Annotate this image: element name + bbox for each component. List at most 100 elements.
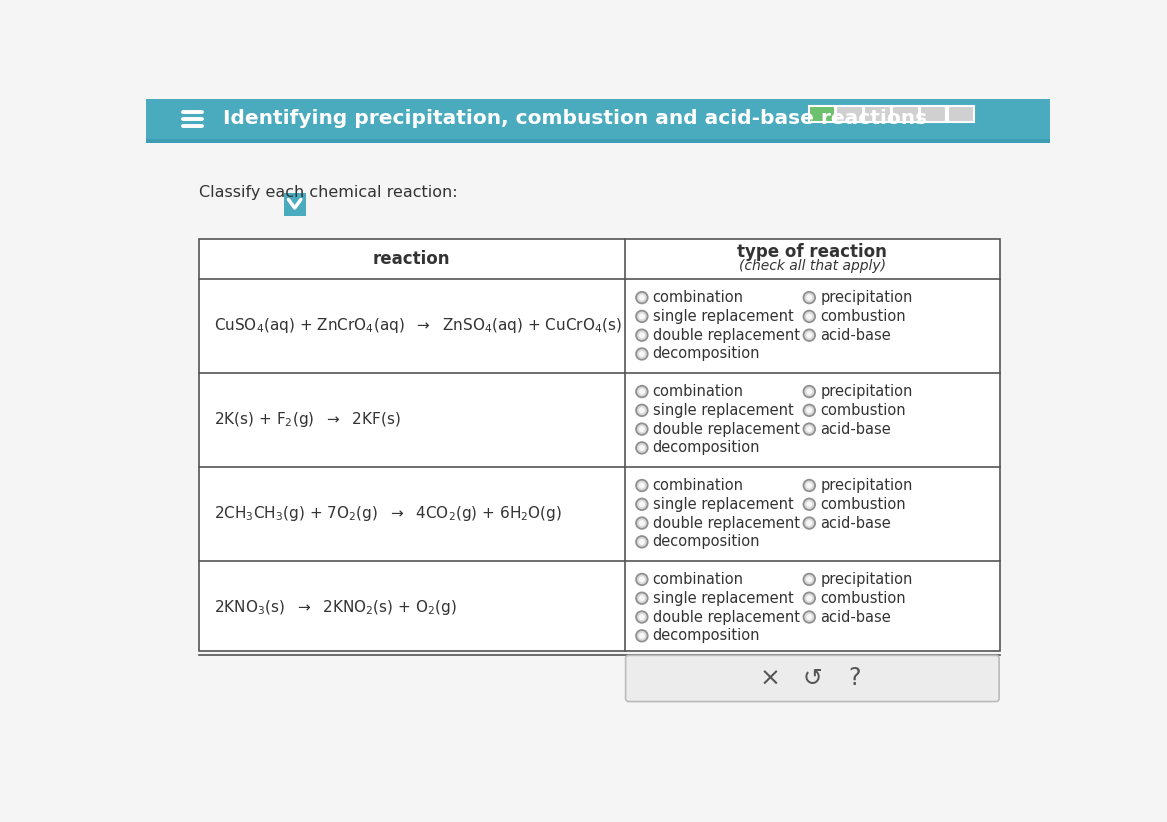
Circle shape (806, 576, 812, 583)
Circle shape (803, 330, 815, 341)
Circle shape (806, 426, 812, 432)
Circle shape (806, 294, 812, 301)
Text: Identifying precipitation, combustion and acid-base reactions: Identifying precipitation, combustion an… (223, 109, 928, 128)
Text: Classify each chemical reaction:: Classify each chemical reaction: (198, 185, 457, 200)
Circle shape (806, 332, 812, 338)
Text: double replacement: double replacement (652, 422, 799, 436)
Text: precipitation: precipitation (820, 478, 913, 493)
Circle shape (803, 612, 815, 623)
Circle shape (803, 311, 815, 322)
Circle shape (803, 517, 815, 529)
Text: combustion: combustion (820, 403, 906, 418)
Circle shape (638, 332, 645, 338)
Bar (837, 106, 862, 122)
Text: precipitation: precipitation (820, 572, 913, 587)
Circle shape (806, 408, 812, 413)
Circle shape (636, 442, 648, 454)
Circle shape (806, 483, 812, 488)
Bar (893, 106, 918, 122)
Circle shape (638, 351, 645, 357)
Text: combination: combination (652, 478, 743, 493)
Circle shape (636, 423, 648, 435)
Text: double replacement: double replacement (652, 328, 799, 343)
Circle shape (803, 480, 815, 492)
Bar (920, 106, 946, 122)
Text: 2KNO$_3$(s)  $\rightarrow$  2KNO$_2$(s) + O$_2$(g): 2KNO$_3$(s) $\rightarrow$ 2KNO$_2$(s) + … (214, 598, 457, 617)
Circle shape (636, 498, 648, 510)
Bar (948, 106, 974, 122)
Text: 2K(s) + F$_2$(g)  $\rightarrow$  2KF(s): 2K(s) + F$_2$(g) $\rightarrow$ 2KF(s) (214, 410, 401, 429)
Text: acid-base: acid-base (820, 609, 890, 625)
Text: decomposition: decomposition (652, 534, 760, 549)
Circle shape (638, 595, 645, 601)
Text: acid-base: acid-base (820, 328, 890, 343)
Circle shape (638, 426, 645, 432)
Circle shape (636, 386, 648, 397)
Text: precipitation: precipitation (820, 384, 913, 399)
Circle shape (636, 536, 648, 547)
Text: double replacement: double replacement (652, 609, 799, 625)
Text: precipitation: precipitation (820, 290, 913, 305)
Text: single replacement: single replacement (652, 403, 794, 418)
Text: ?: ? (848, 667, 861, 690)
Text: combination: combination (652, 384, 743, 399)
Circle shape (638, 576, 645, 583)
Text: decomposition: decomposition (652, 346, 760, 362)
Circle shape (806, 501, 812, 507)
Circle shape (638, 313, 645, 320)
Circle shape (803, 423, 815, 435)
Text: decomposition: decomposition (652, 441, 760, 455)
Bar (198, 238, 1000, 651)
Text: acid-base: acid-base (820, 422, 890, 436)
Circle shape (638, 614, 645, 620)
Circle shape (636, 480, 648, 492)
Text: combination: combination (652, 572, 743, 587)
Text: double replacement: double replacement (652, 515, 799, 530)
Text: 2CH$_3$CH$_3$(g) + 7O$_2$(g)  $\rightarrow$  4CO$_2$(g) + 6H$_2$O(g): 2CH$_3$CH$_3$(g) + 7O$_2$(g) $\rightarro… (214, 504, 562, 523)
Text: combustion: combustion (820, 496, 906, 512)
Circle shape (638, 539, 645, 545)
Bar (284, 192, 306, 215)
Circle shape (638, 389, 645, 395)
Circle shape (803, 292, 815, 303)
Circle shape (636, 404, 648, 416)
Circle shape (638, 483, 645, 488)
Text: single replacement: single replacement (652, 309, 794, 324)
Circle shape (638, 633, 645, 639)
Text: ×: × (760, 667, 781, 690)
Bar (809, 106, 834, 122)
Circle shape (803, 404, 815, 416)
Circle shape (806, 595, 812, 601)
Circle shape (636, 292, 648, 303)
Circle shape (806, 313, 812, 320)
Circle shape (806, 389, 812, 395)
FancyBboxPatch shape (626, 655, 999, 701)
Text: reaction: reaction (373, 250, 450, 268)
Text: acid-base: acid-base (820, 515, 890, 530)
Circle shape (638, 501, 645, 507)
Text: combustion: combustion (820, 309, 906, 324)
Circle shape (636, 574, 648, 585)
Bar (146, 99, 1050, 139)
Circle shape (636, 349, 648, 360)
Text: combination: combination (652, 290, 743, 305)
Circle shape (806, 614, 812, 620)
Circle shape (638, 294, 645, 301)
Text: combustion: combustion (820, 591, 906, 606)
Circle shape (636, 330, 648, 341)
Text: ↺: ↺ (803, 667, 823, 690)
Circle shape (636, 630, 648, 641)
Text: single replacement: single replacement (652, 591, 794, 606)
Circle shape (638, 408, 645, 413)
Bar (865, 106, 890, 122)
Text: type of reaction: type of reaction (738, 242, 887, 261)
Text: CuSO$_4$(aq) + ZnCrO$_4$(aq)  $\rightarrow$  ZnSO$_4$(aq) + CuCrO$_4$(s): CuSO$_4$(aq) + ZnCrO$_4$(aq) $\rightarro… (214, 316, 622, 335)
Bar (146, 139, 1050, 143)
Circle shape (803, 593, 815, 604)
Circle shape (806, 520, 812, 526)
Circle shape (638, 520, 645, 526)
Circle shape (803, 498, 815, 510)
Circle shape (636, 311, 648, 322)
Text: decomposition: decomposition (652, 628, 760, 644)
Circle shape (636, 612, 648, 623)
